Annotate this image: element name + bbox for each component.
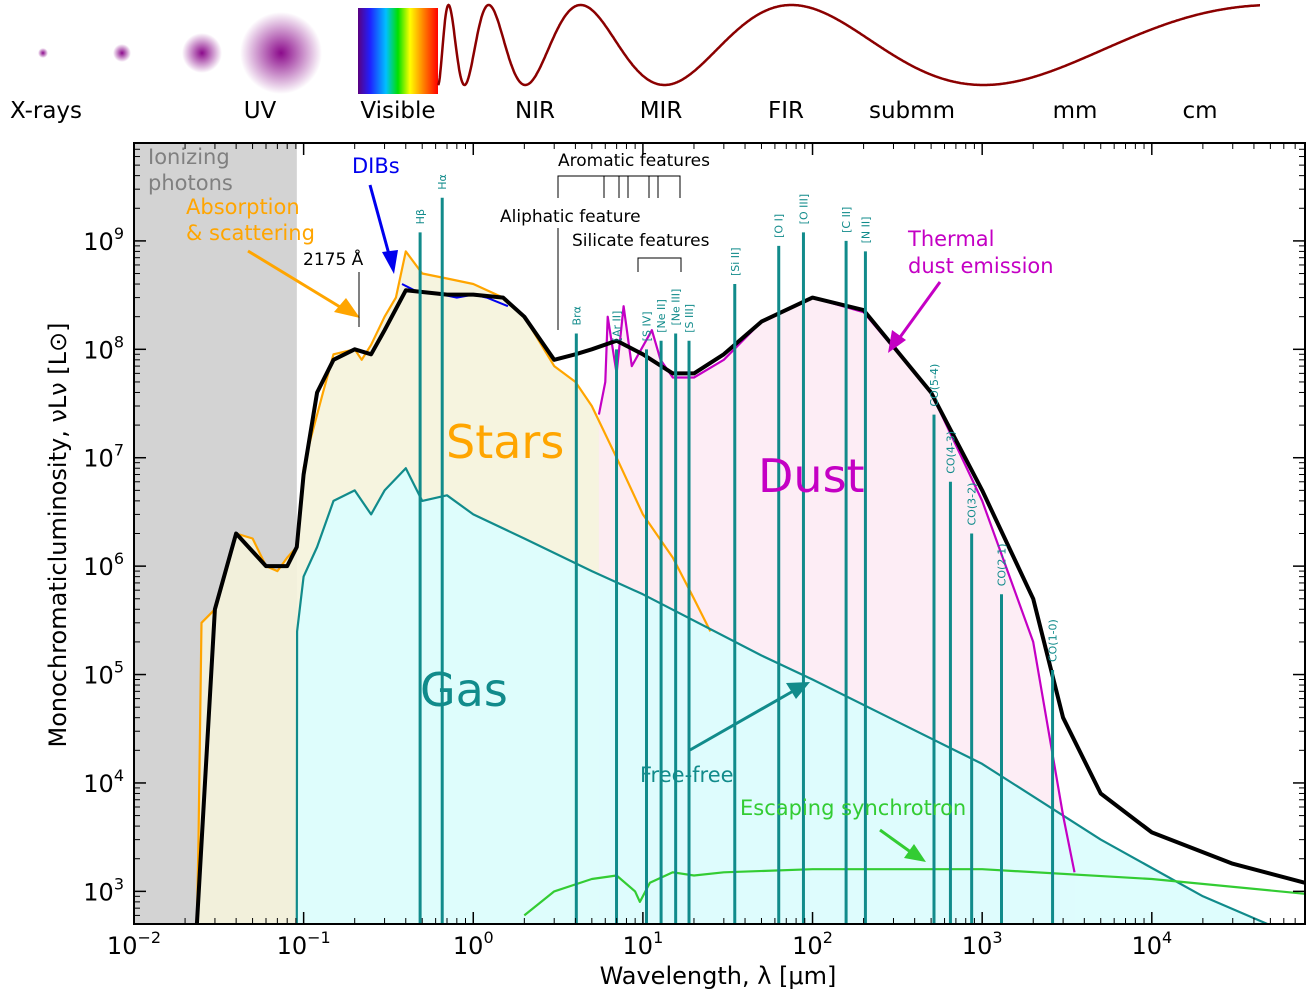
- y-tick-label: 105: [83, 658, 124, 690]
- x-tick-label: 100: [453, 928, 494, 960]
- uv-blob-icon: [240, 12, 322, 94]
- y-tick-label: 103: [83, 874, 124, 906]
- freefree-arrowhead: [786, 682, 810, 699]
- band-label-visible: Visible: [360, 98, 435, 124]
- synchrotron-arrow: [879, 828, 913, 855]
- visible-spectrum-bar: [358, 8, 438, 94]
- stars-curve: [195, 250, 712, 925]
- emission-line-label: CO(5-4): [928, 364, 941, 407]
- emission-line-label: [Ar II]: [611, 311, 624, 342]
- band-label-cm: cm: [1182, 98, 1217, 124]
- thermal-label-line2: dust emission: [908, 254, 1054, 278]
- emission-line-label: [C II]: [840, 207, 853, 233]
- emission-line-label: [S IV]: [640, 311, 653, 341]
- emission-line-label: [O I]: [773, 214, 786, 238]
- emission-line-label: [Ne II]: [655, 299, 668, 333]
- absorption-arrowhead: [334, 298, 360, 318]
- x-tick-label: 103: [962, 928, 1003, 960]
- aromatic-label: Aromatic features: [558, 151, 710, 171]
- band-label-submm: submm: [869, 98, 955, 124]
- thermal-label-line1: Thermal: [907, 227, 994, 251]
- aliphatic-label: Aliphatic feature: [500, 207, 641, 227]
- uv-blob-icon: [182, 33, 222, 73]
- emission-line-label: [O III]: [797, 194, 810, 224]
- y-tick-label: 104: [83, 766, 124, 798]
- silicate-bracket: [637, 257, 682, 272]
- emission-line-label: Hα: [436, 174, 449, 190]
- gas-curve: [295, 467, 1268, 926]
- x-tick-label: 10−2: [107, 928, 161, 960]
- y-tick-label: 107: [83, 441, 124, 473]
- absorption-label-line1: Absorption: [186, 195, 300, 219]
- synchrotron-arrowhead: [904, 844, 926, 862]
- ionizing-label-line2: photons: [148, 171, 233, 195]
- ionizing-label-line1: Ionizing: [148, 145, 230, 169]
- emission-line-label: [S III]: [683, 304, 696, 333]
- bump-label: 2175 Å: [303, 248, 364, 270]
- x-axis-label: Wavelength, λ [μm]: [600, 962, 837, 990]
- gas-label: Gas: [420, 663, 508, 717]
- band-label-mir: MIR: [640, 98, 683, 124]
- emission-line-label: CO(2-1): [995, 543, 1008, 586]
- x-tick-label: 10−1: [277, 928, 331, 960]
- band-label-uv: UV: [244, 98, 277, 124]
- band-label-nir: NIR: [515, 98, 555, 124]
- synchrotron-label: Escaping synchrotron: [740, 796, 966, 820]
- spectrum-banner: X-rays UV Visible NIR MIR FIR submm mm c…: [10, 3, 1260, 124]
- emission-line-label: [N II]: [859, 217, 872, 244]
- emission-lines: Hβ Hα Brα [Ar II] [S IV] [Ne II] [Ne III] [S II…: [414, 174, 1060, 924]
- emission-line-label: Hβ: [414, 209, 427, 224]
- thermal-arrowhead: [888, 330, 906, 353]
- annotations: Ionizing photons Absorption & scattering…: [148, 145, 1054, 862]
- plot-area: Hβ Hα Brα [Ar II] [S IV] [Ne II] [Ne III] [S II…: [83, 142, 1306, 960]
- x-tick-label: 104: [1131, 928, 1172, 960]
- xray-blob-icon: [113, 44, 131, 62]
- x-tick-label: 102: [792, 928, 833, 960]
- silicate-label: Silicate features: [572, 231, 710, 251]
- y-tick-label: 106: [83, 549, 124, 581]
- emission-line-label: CO(1-0): [1047, 619, 1060, 662]
- y-tick-label: 109: [83, 224, 124, 256]
- emission-line-label: [Si II]: [729, 247, 742, 276]
- band-label-xrays: X-rays: [10, 98, 82, 124]
- freefree-label: Free-free: [640, 763, 734, 787]
- emission-line-label: [Ne III]: [670, 289, 683, 326]
- emission-line-label: Brα: [570, 306, 583, 325]
- thermal-arrow: [896, 281, 942, 341]
- band-label-mm: mm: [1053, 98, 1098, 124]
- absorption-label-line2: & scattering: [186, 221, 315, 245]
- absorption-arrow: [247, 249, 346, 312]
- dust-label: Dust: [758, 449, 865, 503]
- y-tick-label: 108: [83, 332, 124, 364]
- xray-blob-icon: [38, 48, 48, 58]
- freefree-arrow: [689, 688, 796, 752]
- dibs-arrow: [368, 184, 392, 259]
- band-labels: X-rays UV Visible NIR MIR FIR submm mm c…: [10, 98, 1218, 124]
- y-axis-label: Monochromaticluminosity, νLν [L⊙]: [44, 323, 72, 748]
- dibs-arrowhead: [382, 250, 398, 274]
- band-label-fir: FIR: [768, 98, 804, 124]
- axes: 10−2 10−1 100 101 102 103 104 103 104 105 106 107 10…: [83, 142, 1306, 960]
- total-curve: [194, 288, 1306, 925]
- aromatic-bracket: [557, 175, 681, 198]
- dibs-label: DIBs: [352, 154, 400, 178]
- stars-label: Stars: [446, 415, 564, 469]
- emission-line-label: CO(4-3): [944, 431, 957, 474]
- wavelength-wave: [436, 3, 1260, 87]
- emission-line-label: CO(3-2): [966, 483, 979, 526]
- x-tick-label: 101: [623, 928, 664, 960]
